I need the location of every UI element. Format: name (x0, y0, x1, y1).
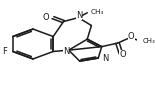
Text: O: O (119, 50, 126, 59)
Text: CH₃: CH₃ (143, 38, 155, 44)
Text: N: N (76, 11, 82, 20)
Text: N: N (102, 54, 108, 63)
Text: O: O (43, 13, 49, 22)
Text: F: F (2, 47, 7, 56)
Text: N: N (63, 47, 69, 56)
Text: O: O (128, 32, 135, 41)
Text: CH₃: CH₃ (91, 9, 104, 15)
